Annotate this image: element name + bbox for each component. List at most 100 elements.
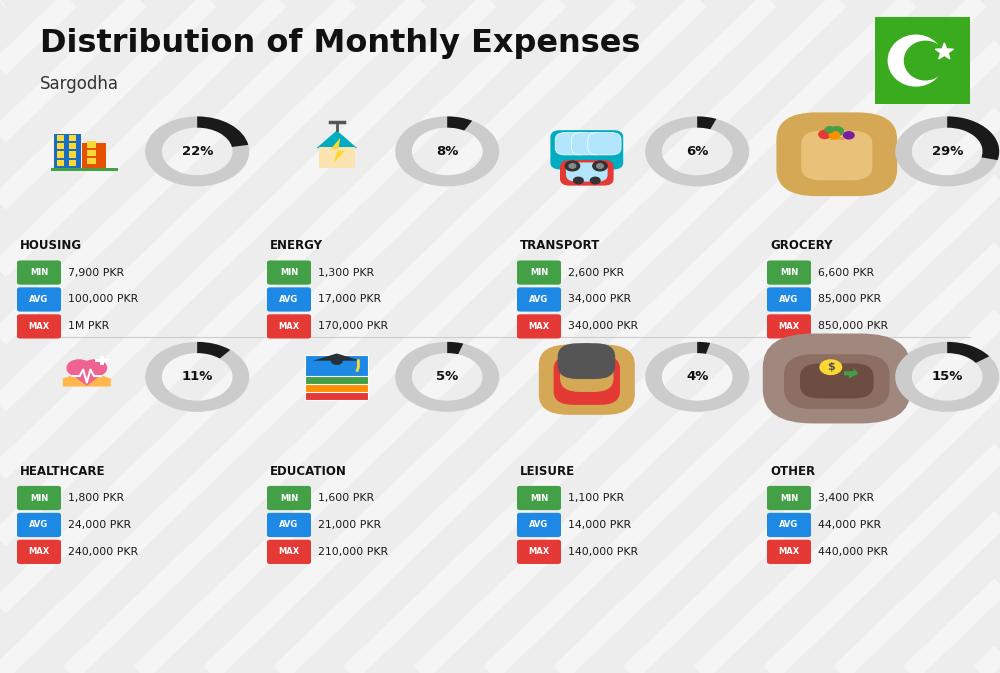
Wedge shape	[395, 116, 499, 186]
FancyBboxPatch shape	[17, 287, 61, 312]
FancyBboxPatch shape	[267, 314, 311, 339]
Text: AVG: AVG	[279, 520, 299, 530]
FancyBboxPatch shape	[305, 371, 368, 392]
FancyBboxPatch shape	[517, 260, 561, 285]
Circle shape	[82, 360, 106, 376]
FancyBboxPatch shape	[555, 133, 588, 155]
Circle shape	[825, 127, 834, 133]
Text: 14,000 PKR: 14,000 PKR	[568, 520, 631, 530]
Circle shape	[904, 41, 946, 80]
Text: MAX: MAX	[528, 547, 550, 557]
Text: 2,600 PKR: 2,600 PKR	[568, 268, 624, 277]
FancyBboxPatch shape	[57, 151, 64, 157]
Polygon shape	[67, 371, 106, 386]
FancyBboxPatch shape	[558, 343, 605, 379]
FancyBboxPatch shape	[17, 486, 61, 510]
Text: 15%: 15%	[932, 370, 963, 384]
Text: AVG: AVG	[779, 295, 799, 304]
Text: 3,400 PKR: 3,400 PKR	[818, 493, 874, 503]
FancyBboxPatch shape	[82, 143, 106, 169]
Circle shape	[593, 161, 607, 171]
Text: 240,000 PKR: 240,000 PKR	[68, 547, 138, 557]
Circle shape	[565, 161, 580, 171]
FancyBboxPatch shape	[767, 287, 811, 312]
FancyBboxPatch shape	[801, 131, 872, 180]
Wedge shape	[947, 116, 999, 160]
Text: 100,000 PKR: 100,000 PKR	[68, 295, 138, 304]
Text: 850,000 PKR: 850,000 PKR	[818, 322, 888, 331]
Text: HEALTHCARE: HEALTHCARE	[20, 464, 106, 478]
FancyBboxPatch shape	[17, 314, 61, 339]
Text: MIN: MIN	[530, 493, 548, 503]
FancyBboxPatch shape	[95, 359, 109, 362]
FancyBboxPatch shape	[800, 363, 874, 398]
Text: Distribution of Monthly Expenses: Distribution of Monthly Expenses	[40, 28, 640, 59]
Wedge shape	[447, 342, 463, 354]
Circle shape	[332, 357, 342, 364]
FancyBboxPatch shape	[305, 380, 368, 400]
Text: 1,600 PKR: 1,600 PKR	[318, 493, 374, 503]
Text: 6%: 6%	[686, 145, 708, 158]
FancyBboxPatch shape	[517, 486, 561, 510]
Text: 11%: 11%	[182, 370, 213, 384]
Text: MIN: MIN	[280, 268, 298, 277]
Circle shape	[67, 360, 91, 376]
FancyBboxPatch shape	[267, 540, 311, 564]
FancyBboxPatch shape	[539, 345, 635, 415]
Polygon shape	[313, 353, 361, 361]
FancyBboxPatch shape	[267, 287, 311, 312]
Text: 17,000 PKR: 17,000 PKR	[318, 295, 381, 304]
FancyBboxPatch shape	[51, 168, 118, 171]
Text: 210,000 PKR: 210,000 PKR	[318, 547, 388, 557]
Text: AVG: AVG	[779, 520, 799, 530]
FancyBboxPatch shape	[554, 355, 620, 405]
Text: AVG: AVG	[529, 295, 549, 304]
FancyBboxPatch shape	[830, 137, 844, 140]
Wedge shape	[645, 116, 749, 186]
Text: MAX: MAX	[278, 547, 300, 557]
Text: 29%: 29%	[932, 145, 963, 158]
FancyBboxPatch shape	[588, 133, 621, 155]
Text: MIN: MIN	[30, 493, 48, 503]
FancyBboxPatch shape	[87, 150, 96, 156]
FancyBboxPatch shape	[572, 133, 605, 155]
Text: EDUCATION: EDUCATION	[270, 464, 347, 478]
Text: AVG: AVG	[29, 520, 49, 530]
FancyBboxPatch shape	[517, 314, 561, 339]
Text: MAX: MAX	[778, 547, 800, 557]
FancyBboxPatch shape	[305, 363, 368, 384]
Text: MAX: MAX	[28, 322, 50, 331]
Text: MAX: MAX	[28, 547, 50, 557]
FancyBboxPatch shape	[69, 135, 76, 141]
FancyBboxPatch shape	[69, 143, 76, 149]
FancyBboxPatch shape	[87, 158, 96, 164]
FancyBboxPatch shape	[517, 513, 561, 537]
Text: AVG: AVG	[529, 520, 549, 530]
Text: 34,000 PKR: 34,000 PKR	[568, 295, 631, 304]
Circle shape	[820, 360, 842, 374]
Wedge shape	[197, 116, 248, 147]
FancyBboxPatch shape	[17, 513, 61, 537]
FancyBboxPatch shape	[17, 260, 61, 285]
FancyBboxPatch shape	[517, 540, 561, 564]
Text: 7,900 PKR: 7,900 PKR	[68, 268, 124, 277]
FancyBboxPatch shape	[57, 143, 64, 149]
Text: HOUSING: HOUSING	[20, 239, 82, 252]
Text: 340,000 PKR: 340,000 PKR	[568, 322, 638, 331]
FancyBboxPatch shape	[566, 162, 608, 182]
FancyBboxPatch shape	[267, 513, 311, 537]
FancyBboxPatch shape	[54, 134, 81, 169]
Circle shape	[830, 127, 844, 136]
Text: 170,000 PKR: 170,000 PKR	[318, 322, 388, 331]
Text: 6,600 PKR: 6,600 PKR	[818, 268, 874, 277]
FancyBboxPatch shape	[305, 355, 368, 376]
Polygon shape	[331, 138, 345, 164]
Wedge shape	[395, 342, 499, 412]
Text: MIN: MIN	[780, 268, 798, 277]
Wedge shape	[895, 116, 999, 186]
Text: MIN: MIN	[30, 268, 48, 277]
Circle shape	[597, 164, 603, 168]
Text: 24,000 PKR: 24,000 PKR	[68, 520, 131, 530]
FancyBboxPatch shape	[87, 141, 96, 147]
FancyBboxPatch shape	[871, 13, 974, 108]
